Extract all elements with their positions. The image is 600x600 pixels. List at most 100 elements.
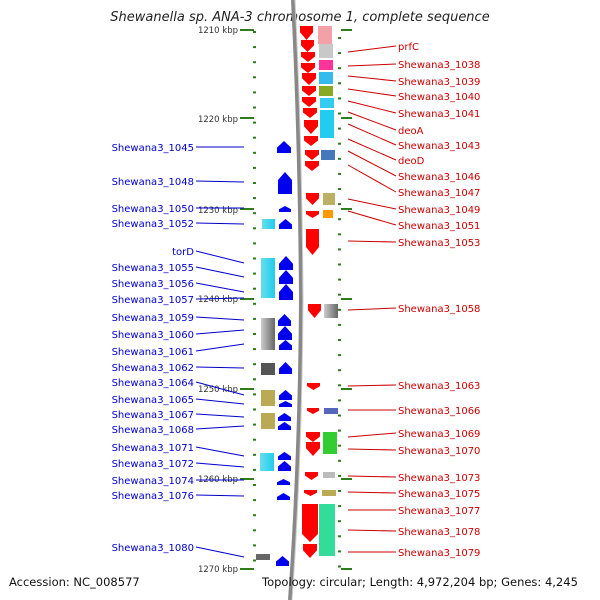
tick-mark-left [253, 514, 256, 517]
right-leader-line [347, 529, 397, 532]
feature-box [261, 318, 275, 350]
tick-mark-left [253, 484, 256, 486]
gene-arrow-reverse [278, 461, 291, 471]
feature-box [320, 110, 334, 138]
feature-box [323, 472, 335, 478]
tick-mark-right [338, 535, 341, 538]
topology-label: Topology: circular; Length: 4,972,204 bp… [262, 575, 578, 589]
left-gene-label: Shewana3_1060 [112, 330, 194, 341]
feature-box [261, 258, 275, 298]
left-gene-label: Shewana3_1076 [112, 491, 194, 502]
gene-arrow-reverse [279, 284, 293, 300]
left-gene-label: torD [172, 247, 194, 258]
gene-arrow-forward [304, 490, 317, 496]
gene-arrow-forward [307, 408, 319, 414]
feature-box [262, 219, 275, 229]
tick-mark-left [253, 197, 256, 200]
gene-arrow-forward [306, 432, 320, 442]
major-tick-left [240, 478, 254, 480]
tick-mark-right [338, 550, 341, 553]
right-gene-label: Shewana3_1066 [398, 406, 480, 417]
gene-arrow-forward [305, 161, 319, 171]
right-gene-label: Shewana3_1041 [398, 109, 480, 120]
left-leader-line [195, 446, 245, 457]
left-leader-line [195, 546, 245, 558]
left-gene-labels: Shewana3_1045 Shewana3_1048 Shewana3_1050 S… [112, 143, 245, 558]
tick-mark-left [253, 348, 256, 351]
genome-axis [288, 0, 304, 600]
tick-mark-right [338, 248, 341, 251]
left-leader-line [195, 329, 245, 335]
gene-arrow-reverse [279, 401, 292, 407]
tick-marks [240, 29, 352, 570]
feature-box [261, 363, 275, 375]
tick-mark-right [338, 97, 341, 100]
tick-mark-right [338, 82, 341, 85]
major-tick-right [341, 117, 352, 119]
feature-box [323, 432, 337, 454]
right-gene-label: Shewana3_1039 [398, 77, 480, 88]
chromosome-line [288, 0, 304, 600]
tick-mark-right [338, 354, 341, 357]
tick-mark-left [253, 393, 256, 396]
scale-label-bg [196, 473, 240, 485]
tick-mark-left [253, 287, 256, 290]
feature-box [322, 490, 336, 496]
left-leader-line [195, 343, 245, 352]
gene-arrow-forward [301, 63, 315, 73]
tick-mark-left [253, 333, 256, 335]
tick-mark-right [338, 127, 341, 130]
gene-arrow-reverse [278, 314, 291, 326]
tick-mark-right [338, 308, 341, 311]
gene-arrow-reverse [278, 172, 292, 194]
right-gene-label: Shewana3_1047 [398, 188, 480, 199]
tick-mark-right [338, 459, 341, 462]
tick-mark-left [253, 121, 256, 124]
left-leader-line [195, 381, 245, 396]
scale-label-bg [196, 24, 240, 36]
gene-arrow-reverse [279, 270, 293, 284]
major-tick-right [341, 388, 352, 390]
right-leader-line [347, 63, 397, 67]
feature-box [324, 408, 338, 414]
accession-label: Accession: NC_008577 [9, 575, 140, 589]
major-tick-left [240, 298, 254, 300]
tick-mark-right [338, 37, 341, 39]
feature-box [321, 150, 335, 160]
gene-arrow-reverse [278, 452, 291, 460]
right-gene-label: Shewana3_1070 [398, 446, 480, 457]
right-gene-labels: prfC Shewana3_1038 Shewana3_1039 Shewana3_1… [347, 42, 480, 559]
gene-arrow-reverse [276, 556, 289, 566]
right-leader-line [347, 491, 397, 494]
tick-mark-left [253, 242, 256, 245]
major-tick-left [240, 568, 254, 570]
left-gene-label: Shewana3_1071 [112, 443, 194, 454]
major-tick-left [240, 29, 254, 31]
tick-mark-right [338, 278, 341, 281]
tick-mark-left [253, 272, 256, 275]
major-tick-right [341, 298, 352, 300]
scale-label-bg [196, 113, 240, 125]
right-gene-label: Shewana3_1078 [398, 527, 480, 538]
gene-arrow-forward [302, 504, 318, 542]
gene-arrow-reverse [279, 219, 292, 229]
left-leader-line [195, 398, 245, 405]
gene-arrow-forward [306, 442, 320, 456]
major-tick-right [341, 478, 352, 480]
tick-mark-right [338, 293, 341, 296]
tick-mark-left [253, 46, 256, 49]
right-gene-label: Shewana3_1063 [398, 381, 480, 392]
tick-mark-right [338, 399, 341, 402]
tick-mark-right [338, 263, 341, 266]
right-gene-label: Shewana3_1079 [398, 548, 480, 559]
feature-box [320, 98, 334, 108]
gene-arrow-forward [304, 136, 318, 146]
right-leader-line [347, 111, 397, 131]
left-leader-line [195, 366, 245, 369]
right-leader-line [347, 164, 397, 193]
tick-mark-left [253, 257, 256, 260]
feature-box [319, 72, 333, 84]
gene-arrow-reverse [279, 390, 292, 400]
left-gene-label: Shewana3_1062 [112, 363, 194, 374]
